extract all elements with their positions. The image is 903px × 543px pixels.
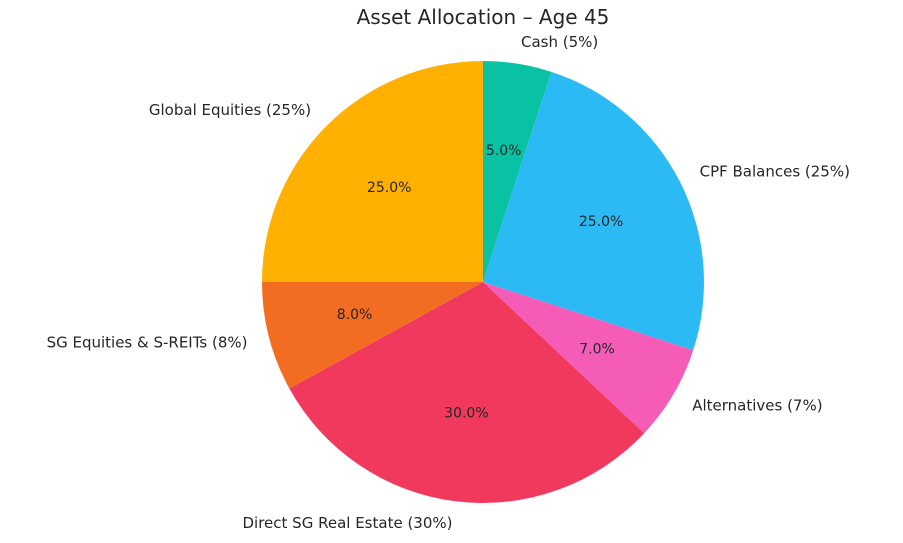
pie-slice-sg-equities-s-reits <box>262 282 483 389</box>
slice-label-alternatives: Alternatives (7%) <box>692 397 822 415</box>
pie-slice-cash <box>483 61 552 282</box>
slice-label-direct-sg-real-estate: Direct SG Real Estate (30%) <box>243 514 453 532</box>
pct-label-cash: 5.0% <box>486 143 522 159</box>
slice-label-sg-equities-s-reits: SG Equities & S-REITs (8%) <box>47 334 248 352</box>
slice-label-cpf-balances: CPF Balances (25%) <box>700 163 850 181</box>
pie-slice-cpf-balances <box>483 71 704 351</box>
pct-label-global-equities: 25.0% <box>367 180 411 196</box>
pie-slice-direct-sg-real-estate <box>289 282 645 503</box>
pct-label-alternatives: 7.0% <box>579 342 615 358</box>
chart-title: Asset Allocation – Age 45 <box>356 5 610 29</box>
pie-slice-global-equities <box>262 61 483 282</box>
slice-label-global-equities: Global Equities (25%) <box>149 101 311 119</box>
pct-label-sg-equities-s-reits: 8.0% <box>337 307 373 323</box>
pct-label-cpf-balances: 25.0% <box>579 214 623 230</box>
slice-label-cash: Cash (5%) <box>521 33 598 51</box>
pct-label-direct-sg-real-estate: 30.0% <box>444 406 488 422</box>
pie-slice-alternatives <box>483 282 694 434</box>
